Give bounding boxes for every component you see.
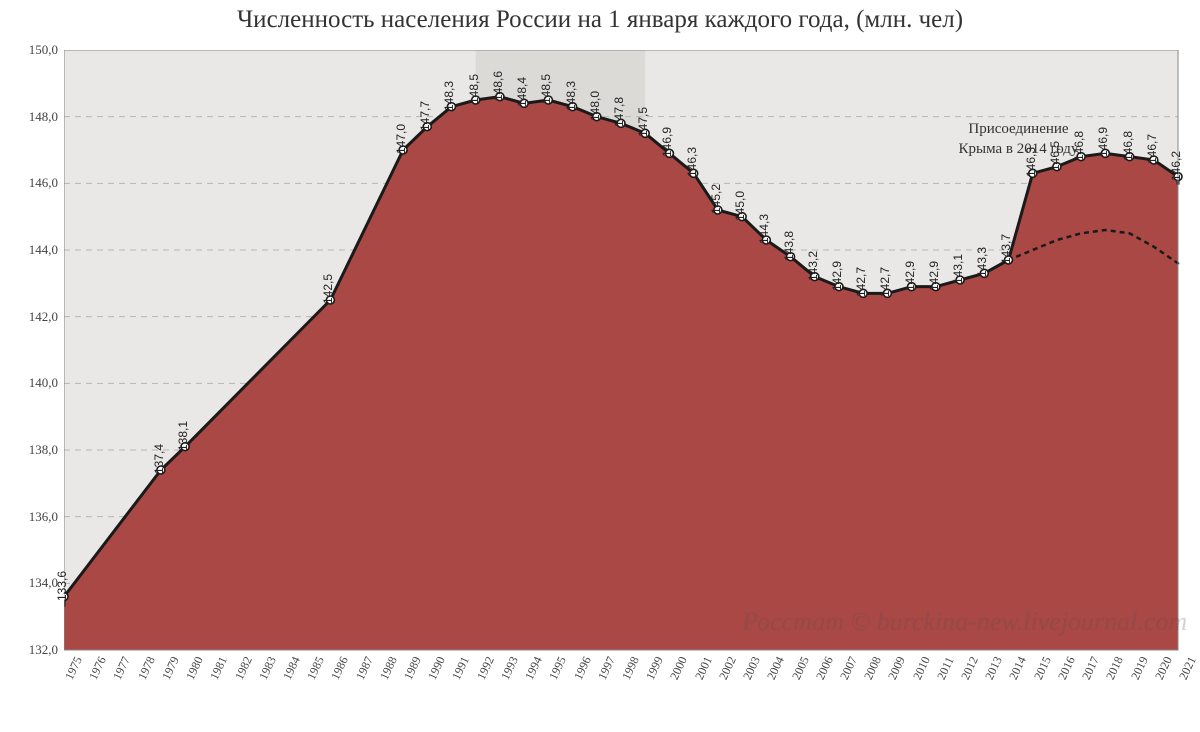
point-value-label: 148,3	[443, 81, 455, 111]
y-tick-label: 148,0	[4, 109, 58, 125]
point-value-label: 143,8	[783, 231, 795, 261]
point-value-label: 148,6	[492, 71, 504, 101]
point-value-label: 143,1	[952, 254, 964, 284]
chart-title: Численность населения России на 1 января…	[0, 6, 1200, 34]
y-tick-label: 134,0	[4, 575, 58, 591]
point-value-label: 148,5	[540, 74, 552, 104]
point-value-label: 146,3	[686, 147, 698, 177]
annotation-crimea: Присоединение Крыма в 2014 году	[928, 120, 1108, 159]
point-value-label: 143,3	[976, 247, 988, 277]
point-value-label: 145,0	[734, 191, 746, 221]
point-value-label: 137,4	[153, 444, 165, 474]
point-value-label: 148,5	[468, 74, 480, 104]
y-tick-label: 142,0	[4, 309, 58, 325]
point-value-label: 146,9	[661, 127, 673, 157]
point-value-label: 138,1	[177, 421, 189, 451]
point-value-label: 147,5	[637, 107, 649, 137]
point-value-label: 143,2	[807, 251, 819, 281]
point-value-label: 147,7	[419, 101, 431, 131]
point-value-label: 142,9	[904, 261, 916, 291]
point-value-label: 148,4	[516, 77, 528, 107]
point-value-label: 146,7	[1146, 134, 1158, 164]
annotation-line2: Крыма в 2014 году	[958, 141, 1078, 157]
y-tick-label: 150,0	[4, 42, 58, 58]
point-value-label: 144,3	[758, 214, 770, 244]
point-value-label: 147,0	[395, 124, 407, 154]
point-value-label: 146,8	[1122, 131, 1134, 161]
point-value-label: 142,9	[831, 261, 843, 291]
point-value-label: 142,9	[928, 261, 940, 291]
point-value-label: 148,0	[589, 91, 601, 121]
y-tick-label: 140,0	[4, 375, 58, 391]
point-value-label: 142,5	[322, 274, 334, 304]
point-value-label: 147,8	[613, 97, 625, 127]
chart-container: Численность населения России на 1 января…	[0, 0, 1200, 732]
y-tick-label: 144,0	[4, 242, 58, 258]
watermark: Росстат © burckina-new.livejournal.com	[742, 607, 1187, 637]
annotation-line1: Присоединение	[968, 121, 1068, 137]
point-value-label: 133,6	[56, 571, 68, 601]
point-value-label: 142,7	[879, 267, 891, 297]
y-tick-label: 138,0	[4, 442, 58, 458]
point-value-label: 146,2	[1170, 151, 1182, 181]
y-tick-label: 136,0	[4, 509, 58, 525]
point-value-label: 142,7	[855, 267, 867, 297]
y-tick-label: 132,0	[4, 642, 58, 658]
point-value-label: 143,7	[1000, 234, 1012, 264]
point-value-label: 148,3	[565, 81, 577, 111]
y-tick-label: 146,0	[4, 175, 58, 191]
point-value-label: 145,2	[710, 184, 722, 214]
